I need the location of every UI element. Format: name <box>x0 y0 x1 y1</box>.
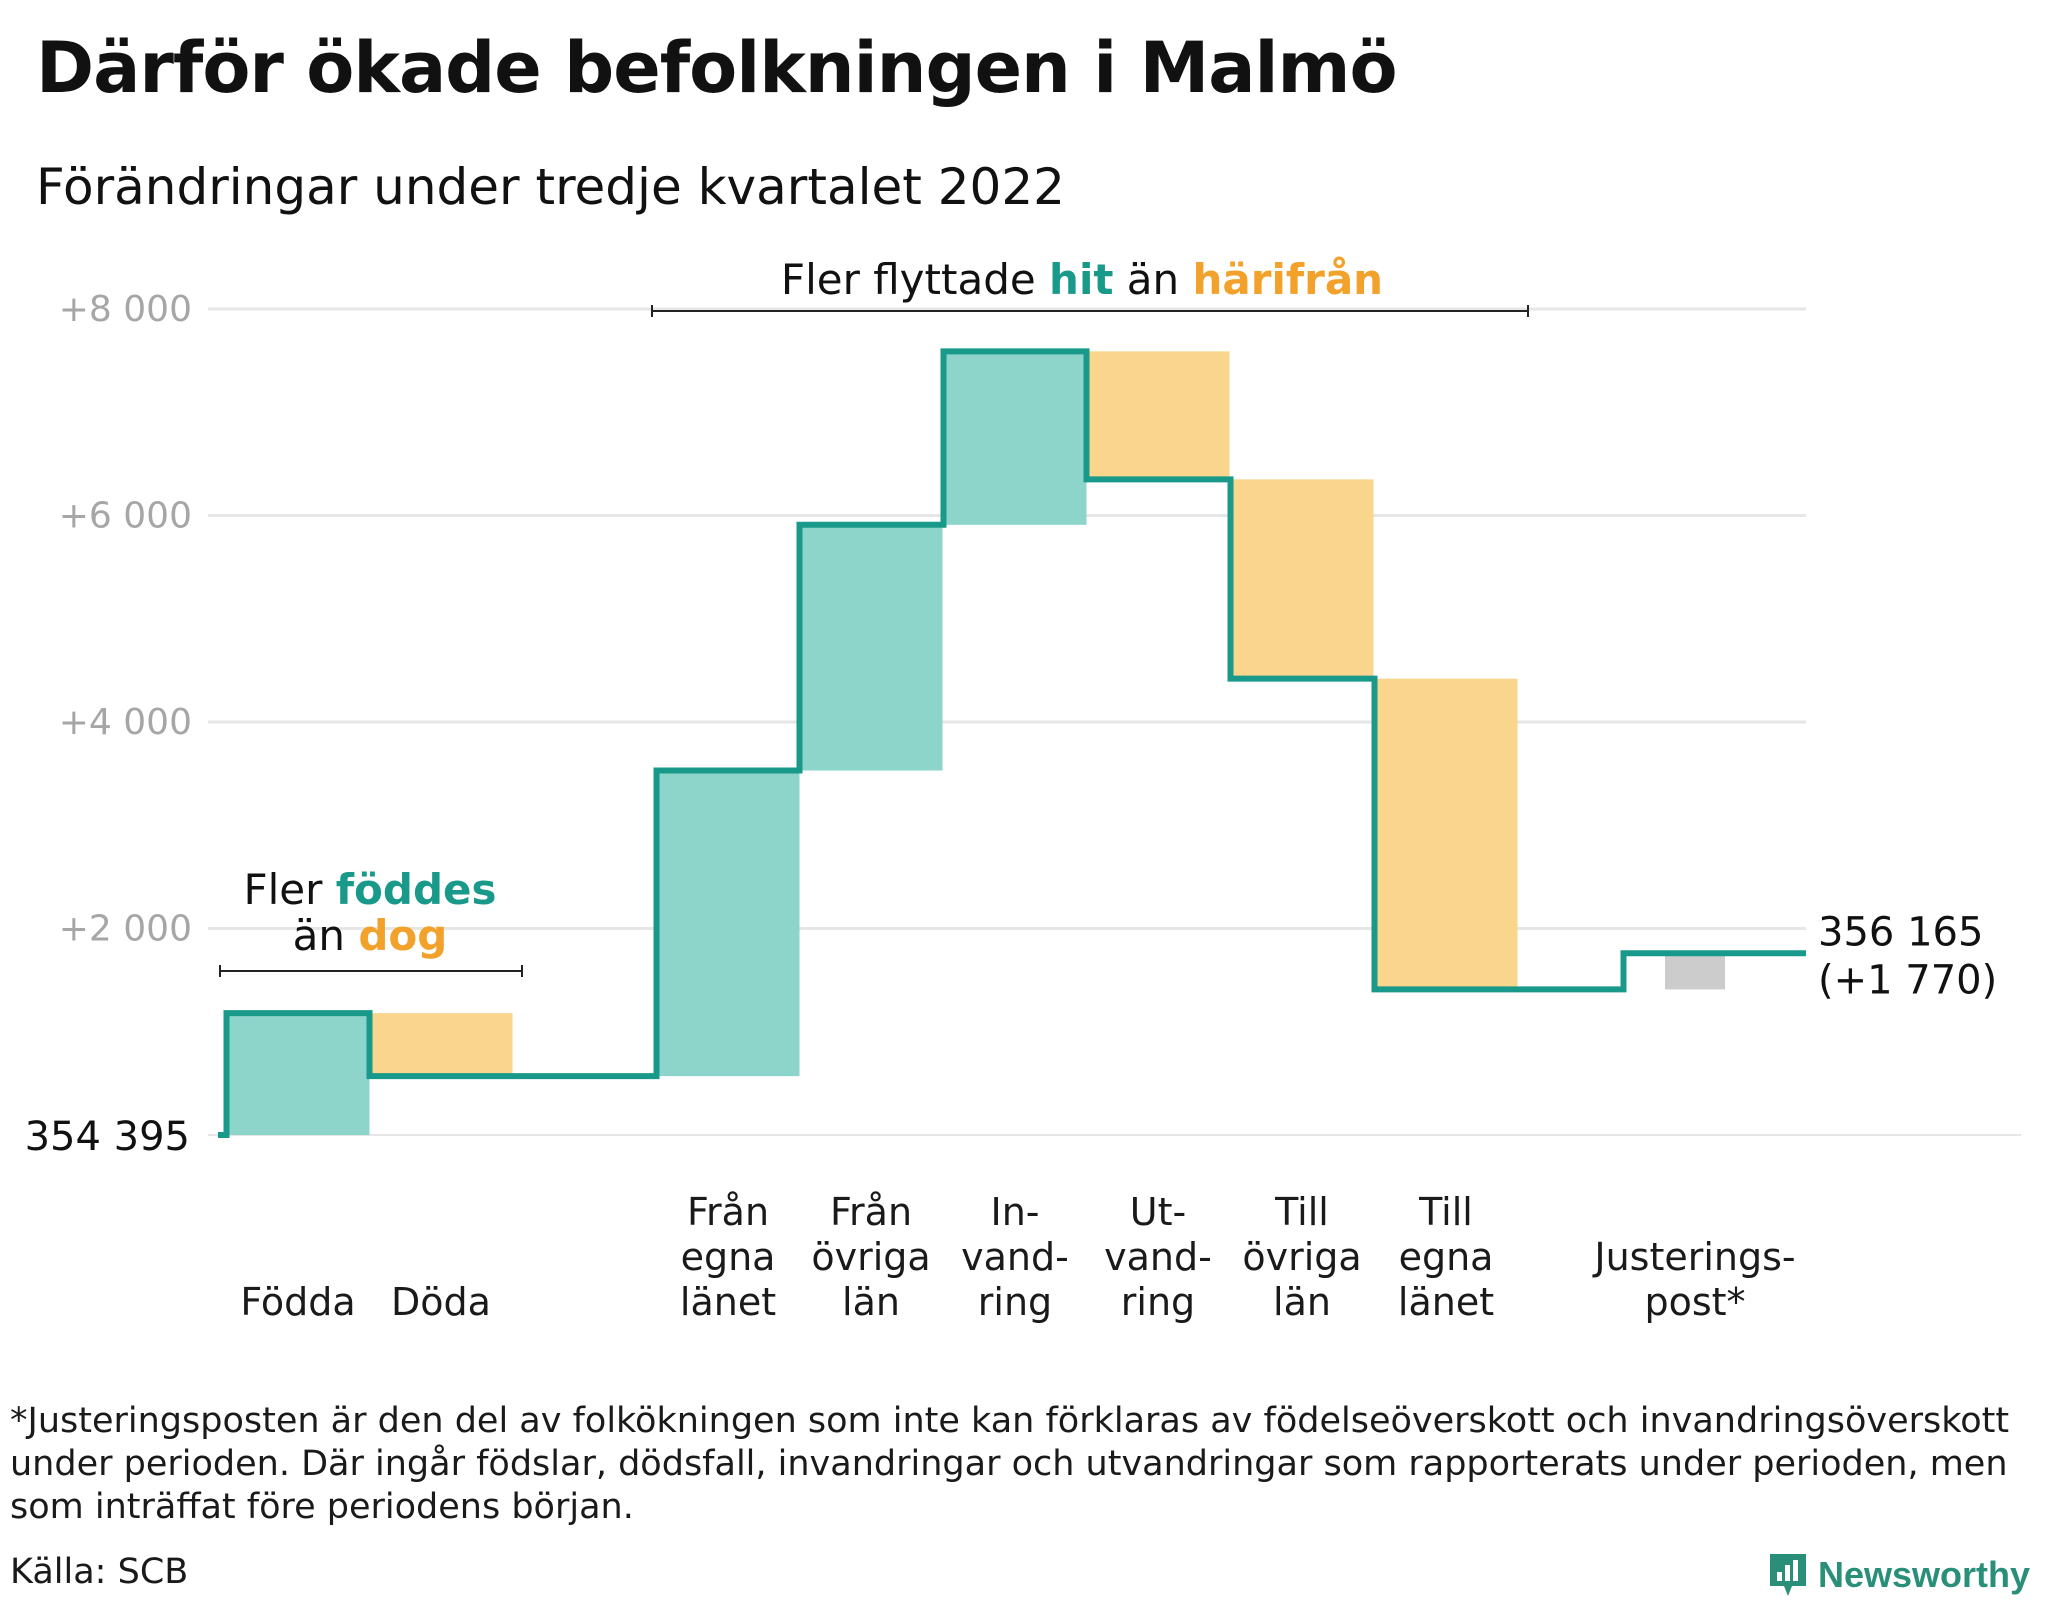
y-tick-label: +8 000 <box>59 289 192 330</box>
brand-name: Newsworthy <box>1818 1554 2031 1595</box>
y-tick-label: +6 000 <box>59 496 192 537</box>
category-label: ring <box>978 1280 1052 1324</box>
y-tick-label: +4 000 <box>59 702 192 743</box>
births-bracket <box>219 965 523 977</box>
end-change-label: (+1 770) <box>1818 957 1997 1003</box>
waterfall-bar <box>656 770 800 1077</box>
newsworthy-logo-icon <box>1770 1554 1806 1596</box>
category-label: övriga <box>811 1235 930 1279</box>
births-annotation-line2: än dog <box>293 911 448 960</box>
category-label: länet <box>680 1280 776 1324</box>
waterfall-bar <box>226 1013 370 1135</box>
category-label: Från <box>830 1190 912 1234</box>
footnote: *Justeringsposten är den del av folkökni… <box>10 1401 2010 1527</box>
category-label: Döda <box>391 1280 491 1324</box>
migration-annotation: Fler flyttade hit än härifrån <box>781 255 1383 304</box>
chart-subtitle: Förändringar under tredje kvartalet 2022 <box>36 158 1065 216</box>
start-value-label: 354 395 <box>25 1114 190 1160</box>
category-label: ring <box>1121 1280 1195 1324</box>
births-annotation-line1: Fler föddes <box>243 865 496 914</box>
chart-title: Därför ökade befolkningen i Malmö <box>36 27 1398 109</box>
category-label: vand- <box>1104 1235 1212 1279</box>
bars <box>226 351 1725 1135</box>
waterfall-bar <box>1230 479 1374 679</box>
category-label: län <box>1273 1280 1331 1324</box>
step-line <box>218 348 1806 1138</box>
waterfall-bar <box>369 1013 513 1077</box>
category-label: Födda <box>240 1280 355 1324</box>
waterfall-bar <box>799 524 943 771</box>
category-label: län <box>842 1280 900 1324</box>
category-label: egna <box>1399 1235 1494 1279</box>
waterfall-bar <box>943 351 1087 525</box>
end-value-label: 356 165 <box>1818 909 1983 955</box>
waterfall-bar <box>1374 678 1518 990</box>
category-label: egna <box>681 1235 776 1279</box>
y-tick-label: +2 000 <box>59 909 192 950</box>
step-line-group <box>218 348 1806 1138</box>
waterfall-bar <box>1665 953 1725 990</box>
category-label: Från <box>687 1190 769 1234</box>
category-label: vand- <box>961 1235 1069 1279</box>
category-label: Justerings- <box>1592 1235 1795 1279</box>
category-label: Ut- <box>1130 1190 1186 1234</box>
source-label: Källa: SCB <box>10 1552 189 1592</box>
category-label: Till <box>1418 1190 1473 1234</box>
waterfall-bar <box>1086 351 1230 480</box>
category-label: post* <box>1644 1280 1745 1324</box>
category-label: länet <box>1398 1280 1494 1324</box>
brand-logo: Newsworthy <box>1768 1552 2030 1598</box>
category-label: In- <box>990 1190 1039 1234</box>
category-label: Till <box>1274 1190 1329 1234</box>
migration-bracket <box>651 305 1529 317</box>
category-label: övriga <box>1242 1235 1361 1279</box>
gridlines <box>208 307 2021 1136</box>
